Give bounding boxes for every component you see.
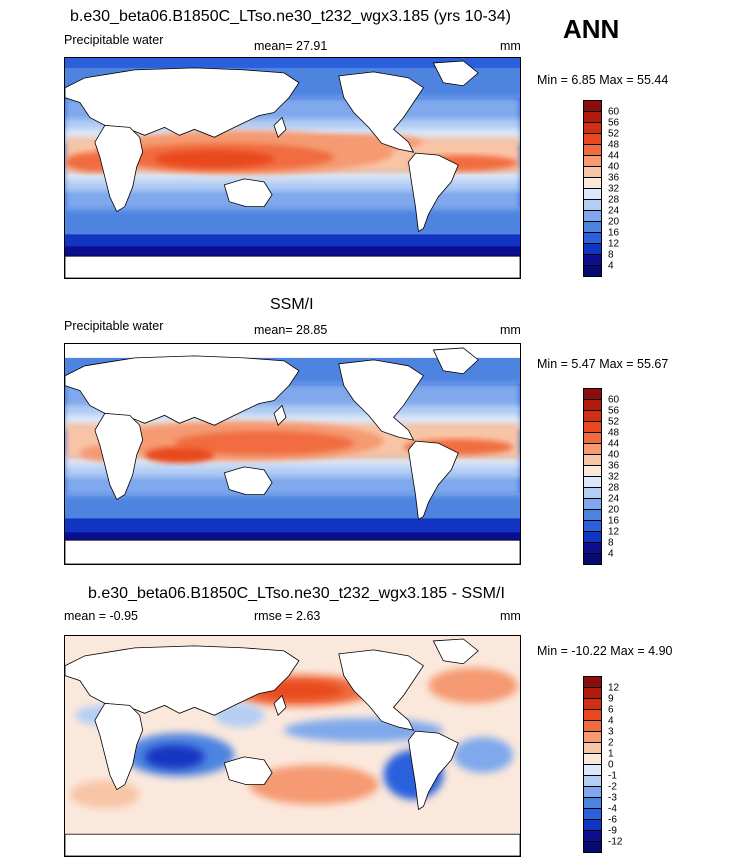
panel3-mean: mean = -0.95 [64,609,139,623]
panel1-cbar-tick: 36 [608,172,620,184]
panel3-cbar-tick: 2 [608,737,614,749]
panel2-cbar-swatch [583,553,602,565]
panel2-minmax: Min = 5.47 Max = 55.67 [537,357,669,371]
panel2-continents [65,347,520,564]
panel2-cbar-tick: 32 [608,471,620,483]
panel2-cbar-tick: 36 [608,460,620,472]
panel1-cbar-tick: 16 [608,227,620,239]
panel1-cbar-tick: 4 [608,260,614,272]
panel3-title: b.e30_beta06.B1850C_LTso.ne30_t232_wgx3.… [88,585,505,602]
panel3-cbar-tick: -3 [608,792,617,804]
panel1-continents [65,60,520,278]
panel1-units: mm [500,39,521,53]
panel1-cbar-tick: 32 [608,183,620,195]
panel3-cbar-tick: -4 [608,803,617,815]
panel1-cbar-swatch [583,265,602,277]
panel3-units: mm [500,609,521,623]
panel1-cbar-tick: 28 [608,194,620,206]
panel1-map [64,57,521,279]
panel2-cbar-tick: 40 [608,449,620,461]
panel1-mean: mean= 27.91 [254,39,328,53]
panel3-cbar-tick: 4 [608,715,614,727]
panel3-cbar-tick: -1 [608,770,617,782]
panel2-cbar-tick: 28 [608,482,620,494]
panel2-cbar-tick: 52 [608,416,620,428]
panel2-title: SSM/I [270,296,314,313]
panel2-cbar-tick: 60 [608,394,620,406]
panel2-mean: mean= 28.85 [254,323,328,337]
panel1-cbar-tick: 48 [608,139,620,151]
panel1-cbar-tick: 44 [608,150,620,162]
panel3-cbar-tick: -9 [608,825,617,837]
panel2-units: mm [500,323,521,337]
panel3-cbar-tick: 0 [608,759,614,771]
panel2-cbar-tick: 4 [608,548,614,560]
panel2-cbar-tick: 48 [608,427,620,439]
panel2-field [65,344,520,564]
panel2-cbar-tick: 44 [608,438,620,450]
panel1-cbar-tick: 24 [608,205,620,217]
panel1-title: b.e30_beta06.B1850C_LTso.ne30_t232_wgx3.… [70,8,511,25]
panel1-cbar-tick: 52 [608,128,620,140]
panel1-cbar-tick: 56 [608,117,620,129]
panel2-colorbar [583,388,602,571]
panel1-cbar-tick: 8 [608,249,614,261]
panel2-cbar-tick: 16 [608,515,620,527]
panel1-cbar-tick: 20 [608,216,620,228]
panel3-cbar-tick: -6 [608,814,617,826]
panel1-cbar-tick: 12 [608,238,620,250]
panel2-left-label: Precipitable water [64,319,164,333]
panel3-cbar-tick: -12 [608,836,623,848]
panel3-cbar-tick: 3 [608,726,614,738]
panel2-cbar-tick: 56 [608,405,620,417]
panel2-cbar-tick: 24 [608,493,620,505]
panel3-rmse: rmse = 2.63 [254,609,321,623]
season-label: ANN [563,14,620,44]
panel3-colorbar [583,676,602,859]
panel1-field [65,58,520,278]
panel3-cbar-swatch [583,841,602,853]
panel1-cbar-tick: 60 [608,106,620,118]
panel1-cbar-tick: 40 [608,161,620,173]
panel3-map [64,635,521,857]
panel3-cbar-tick: -2 [608,781,617,793]
panel1-minmax: Min = 6.85 Max = 55.44 [537,73,669,87]
panel1-colorbar [583,100,602,283]
panel3-field [65,636,520,856]
panel3-cbar-tick: 1 [608,748,614,760]
panel3-cbar-tick: 9 [608,693,614,705]
panel2-cbar-tick: 20 [608,504,620,516]
panel2-map [64,343,521,565]
panel1-left-label: Precipitable water [64,33,164,47]
panel2-cbar-tick: 8 [608,537,614,549]
panel2-cbar-tick: 12 [608,526,620,538]
panel3-minmax: Min = -10.22 Max = 4.90 [537,644,673,658]
panel3-cbar-tick: 12 [608,682,620,694]
panel3-continents [65,638,520,856]
panel3-cbar-tick: 6 [608,704,614,716]
